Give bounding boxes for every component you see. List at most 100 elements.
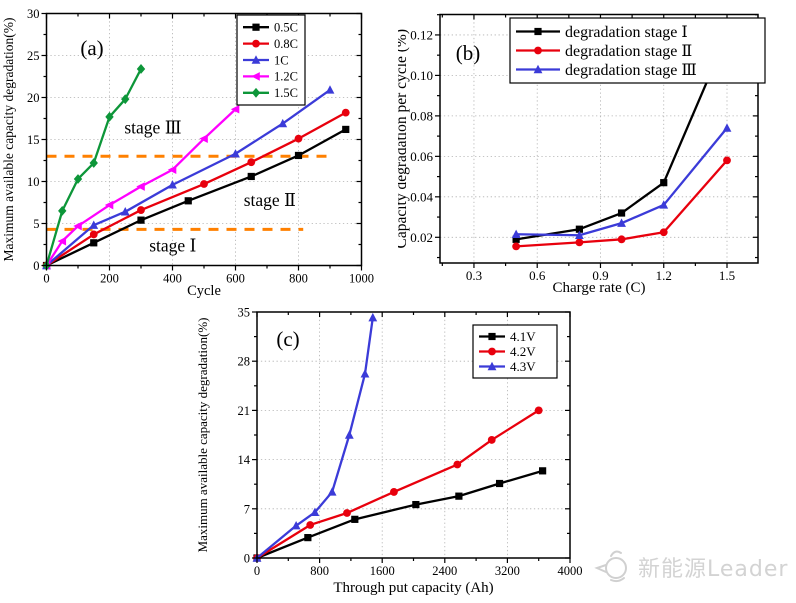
marker-circle	[617, 235, 626, 244]
marker-square	[294, 151, 303, 160]
series-degradation stage Ⅱ	[512, 156, 731, 251]
marker-circle	[390, 488, 398, 496]
legend-entry-1.5C: 1.5C	[243, 86, 298, 100]
x-tick-label: 1.5	[719, 268, 735, 283]
x-tick-label: 0	[254, 564, 260, 578]
y-tick-label: 5	[33, 217, 39, 231]
x-axis-label: Through put capacity (Ah)	[333, 580, 493, 596]
x-tick-label: 400	[163, 272, 182, 286]
legend-label: 1.2C	[274, 70, 298, 84]
panel-label: (a)	[80, 36, 103, 60]
y-tick-label: 0.02	[410, 230, 433, 245]
legend-label: 0.5C	[274, 20, 298, 34]
marker-circle	[252, 39, 260, 48]
y-tick-label: 0.12	[410, 28, 433, 43]
marker-triangle-up	[533, 64, 543, 74]
marker-square	[90, 239, 98, 247]
marker-triangle-up	[344, 430, 354, 439]
panel-label: (b)	[456, 41, 481, 65]
y-tick-label: 0	[244, 552, 250, 566]
marker-triangle-left	[199, 134, 208, 143]
y-axis-label: Maximum available capacity degradation(%…	[1, 17, 16, 261]
marker-triangle-up	[120, 207, 130, 216]
marker-square	[575, 225, 583, 233]
marker-square	[617, 209, 626, 217]
y-tick-label: 20	[27, 91, 40, 105]
legend-label: degradation stage Ⅱ	[565, 43, 692, 60]
marker-diamond	[121, 94, 130, 105]
legend-entry-degradation stage Ⅲ: degradation stage Ⅲ	[516, 62, 697, 79]
x-tick-label: 0.3	[466, 268, 482, 283]
marker-square	[184, 197, 192, 205]
x-tick-label: 2400	[432, 564, 457, 578]
marker-triangle-left	[251, 72, 260, 81]
marker-triangle-left	[104, 200, 114, 210]
marker-triangle-up	[291, 520, 301, 530]
x-tick-label: 1.2	[656, 268, 672, 283]
legend-entry-degradation stage Ⅱ: degradation stage Ⅱ	[516, 43, 692, 60]
series-0.8C	[42, 108, 350, 270]
marker-circle	[487, 436, 496, 444]
tick-labels: 0.3 0.6 0.9 1.2 1.5 0.02 0.04 0.06 0.08 0.10 0.12	[410, 28, 735, 283]
marker-diamond	[105, 111, 114, 122]
marker-circle	[247, 158, 256, 167]
legend-entry-1.2C: 1.2C	[243, 70, 298, 84]
watermark: 新能源Leader	[591, 547, 788, 587]
marker-circle	[137, 206, 145, 214]
x-axis-label: Charge rate (C)	[552, 280, 645, 296]
marker-circle	[89, 230, 98, 239]
marker-diamond	[136, 64, 146, 74]
marker-diamond	[73, 174, 83, 184]
y-tick-label: 0.04	[410, 190, 433, 205]
x-tick-label: 1600	[370, 564, 395, 578]
series-1.5C	[42, 64, 146, 271]
marker-triangle-left	[230, 104, 240, 114]
x-tick-label: 800	[310, 564, 329, 578]
plot-border	[439, 13, 759, 264]
x-axis-label: Cycle	[187, 283, 221, 299]
marker-triangle-up	[231, 149, 240, 158]
x-tick-label: 200	[100, 272, 119, 286]
legend-entry-1C: 1C	[243, 53, 289, 67]
y-axis-label: Maximum available capacity degradation(%…	[195, 318, 210, 553]
marker-square	[534, 27, 542, 36]
marker-square	[539, 467, 547, 475]
axis-ticks	[252, 311, 571, 563]
x-tick-label: 0.6	[529, 268, 546, 283]
marker-triangle-up	[574, 230, 584, 239]
legend-label: 4.2V	[510, 344, 536, 359]
gridlines	[257, 312, 570, 558]
annotation-stage Ⅰ: stage Ⅰ	[149, 235, 196, 255]
marker-circle	[512, 242, 521, 251]
y-tick-label: 10	[27, 175, 40, 189]
legend-label: degradation stage Ⅲ	[565, 62, 697, 79]
tick-labels: 0 200 400 600 800 1000 0 5 10 15 20 25 30	[27, 7, 374, 286]
series-4.3V	[252, 312, 378, 562]
y-tick-label: 28	[238, 355, 251, 369]
y-tick-label: 25	[27, 49, 40, 63]
legend-label: 0.8C	[274, 37, 298, 51]
marker-square	[455, 492, 463, 500]
marker-triangle-up	[360, 369, 370, 378]
marker-circle	[723, 156, 731, 165]
annotation-stage Ⅲ: stage Ⅲ	[124, 118, 181, 138]
marker-circle	[341, 108, 350, 117]
watermark-text: 新能源Leader	[638, 557, 789, 582]
marker-diamond	[251, 87, 261, 98]
marker-diamond	[58, 206, 67, 216]
marker-triangle-up	[89, 220, 99, 229]
legend: 4.1V4.2V4.3V	[472, 324, 558, 379]
marker-square	[342, 125, 350, 134]
marker-triangle-up	[617, 218, 626, 227]
x-tick-label: 4000	[558, 564, 583, 578]
marker-square	[304, 534, 312, 542]
y-tick-label: 15	[27, 133, 40, 147]
y-tick-label: 14	[238, 453, 251, 467]
legend-label: degradation stage Ⅰ	[565, 24, 688, 41]
marker-square	[660, 179, 668, 187]
marker-triangle-up	[168, 180, 177, 189]
marker-triangle-left	[73, 221, 82, 231]
y-tick-label: 0.08	[410, 109, 433, 124]
marker-square	[252, 23, 260, 31]
